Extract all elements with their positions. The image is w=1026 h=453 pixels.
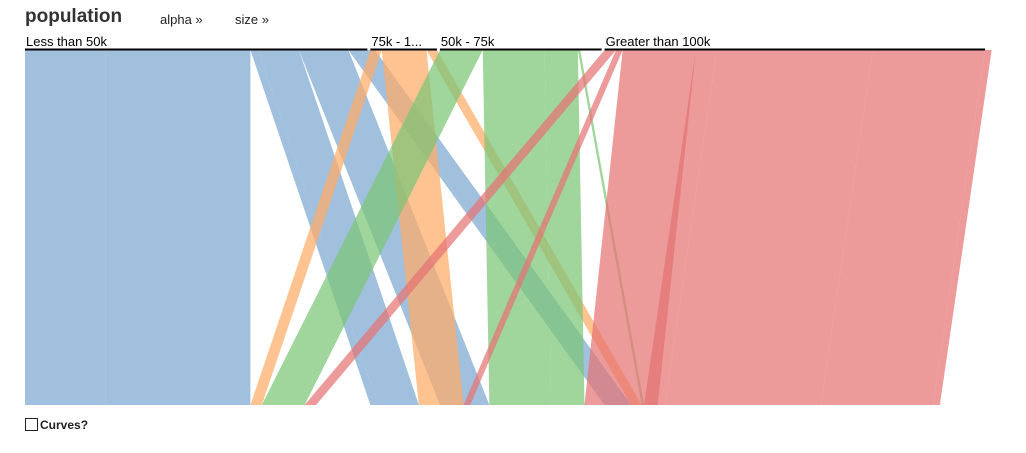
ribbon-greater-than-100k-21[interactable] [933, 50, 992, 405]
ribbon-50k-75k-10[interactable] [261, 50, 483, 405]
ribbon-less-than-50k-3[interactable] [257, 50, 419, 405]
category-axis: Less than 50k 75k - 1... 50k - 75k Greater … [25, 34, 985, 51]
ribbon-75k-1-7[interactable] [250, 50, 382, 405]
curves-checkbox[interactable] [25, 418, 38, 431]
sort-alpha-link[interactable]: alpha » [160, 12, 203, 27]
curves-label: Curves? [40, 418, 89, 432]
ribbon-greater-than-100k-15[interactable] [304, 50, 617, 405]
category-label-3[interactable]: Greater than 100k [606, 34, 711, 49]
ribbon-greater-than-100k-19[interactable] [664, 50, 873, 405]
ribbon-greater-than-100k-16[interactable] [463, 50, 623, 405]
parallel-sets-chart: Less than 50k 75k - 1... 50k - 75k Greater … [25, 34, 992, 405]
ribbon-greater-than-100k-18[interactable] [644, 50, 717, 405]
curves-toggle[interactable]: Curves? [25, 418, 88, 432]
category-label-0[interactable]: Less than 50k [26, 34, 107, 49]
ribbon-less-than-50k-0[interactable] [25, 50, 106, 405]
ribbon-group [25, 50, 992, 405]
ribbon-greater-than-100k-17[interactable] [584, 50, 696, 405]
dimension-title[interactable]: population [25, 6, 123, 27]
ribbon-50k-75k-12[interactable] [544, 50, 585, 405]
sort-size-link[interactable]: size » [235, 12, 269, 27]
ribbon-greater-than-100k-20[interactable] [820, 50, 985, 405]
category-label-1[interactable]: 75k - 1... [371, 34, 422, 49]
category-label-2[interactable]: 50k - 75k [441, 34, 495, 49]
ribbon-less-than-50k-1[interactable] [105, 50, 251, 405]
